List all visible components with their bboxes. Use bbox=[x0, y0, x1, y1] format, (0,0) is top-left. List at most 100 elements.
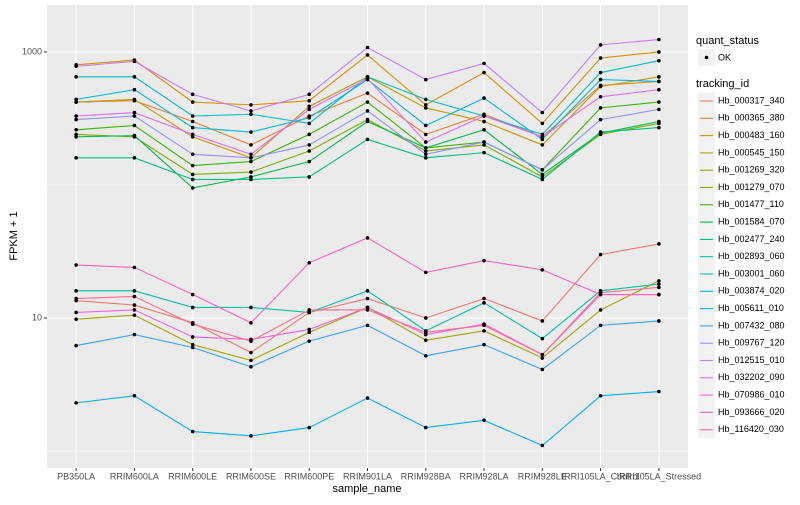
data-point bbox=[74, 135, 78, 139]
data-point bbox=[540, 143, 545, 147]
data-point bbox=[423, 270, 428, 275]
data-point bbox=[365, 53, 370, 57]
data-point bbox=[307, 143, 312, 147]
data-point bbox=[540, 110, 545, 115]
legend-label: Hb_002477_240 bbox=[718, 234, 785, 244]
y-axis-title: FPKM + 1 bbox=[8, 211, 20, 260]
data-point bbox=[307, 115, 312, 120]
data-point bbox=[307, 107, 312, 112]
data-point bbox=[249, 434, 253, 438]
data-point bbox=[657, 119, 661, 124]
data-point bbox=[365, 137, 370, 142]
legend-label: Hb_003001_060 bbox=[718, 268, 785, 278]
data-point bbox=[249, 112, 253, 117]
data-point bbox=[249, 364, 253, 369]
y-tick-label: 1000 bbox=[22, 46, 42, 56]
data-point bbox=[74, 114, 78, 118]
data-point bbox=[190, 186, 195, 190]
legend-label: Hb_116420_030 bbox=[718, 424, 784, 434]
data-point bbox=[190, 114, 195, 118]
data-point bbox=[657, 87, 661, 92]
data-point bbox=[423, 123, 428, 128]
x-tick-label: RRIM928BA bbox=[401, 471, 451, 481]
data-point bbox=[657, 282, 661, 286]
x-axis-title: sample_name bbox=[332, 483, 401, 495]
data-point bbox=[74, 97, 78, 102]
data-point bbox=[598, 290, 603, 295]
data-point bbox=[598, 393, 603, 398]
data-point bbox=[132, 265, 137, 270]
data-point bbox=[482, 119, 486, 124]
data-point bbox=[657, 389, 661, 394]
data-point bbox=[249, 358, 253, 363]
x-tick-label: RRIM600PE bbox=[284, 471, 334, 481]
data-point bbox=[482, 61, 486, 66]
data-point bbox=[657, 37, 661, 42]
data-point bbox=[365, 308, 370, 312]
data-point bbox=[540, 268, 545, 272]
legend-label: Hb_005611_010 bbox=[718, 303, 784, 313]
data-point bbox=[657, 100, 661, 104]
legend-label: Hb_000317_340 bbox=[718, 95, 785, 105]
legend-point bbox=[704, 55, 709, 60]
data-point bbox=[249, 152, 253, 157]
data-point bbox=[598, 323, 603, 328]
data-point bbox=[423, 149, 428, 153]
data-point bbox=[132, 97, 137, 102]
data-point bbox=[598, 70, 603, 75]
data-point bbox=[249, 350, 253, 355]
data-point bbox=[74, 343, 78, 348]
data-point bbox=[423, 316, 428, 320]
data-point bbox=[190, 342, 195, 347]
data-point bbox=[423, 338, 428, 343]
data-point bbox=[249, 156, 253, 160]
data-point bbox=[132, 393, 137, 398]
data-point bbox=[132, 123, 137, 128]
data-point bbox=[540, 356, 545, 360]
data-point bbox=[190, 429, 195, 434]
data-point bbox=[74, 117, 78, 122]
data-point bbox=[657, 79, 661, 84]
data-point bbox=[657, 319, 661, 323]
data-point bbox=[307, 92, 312, 97]
data-point bbox=[540, 168, 545, 172]
data-point bbox=[540, 352, 545, 357]
data-point bbox=[74, 75, 78, 79]
legend-label: Hb_002893_060 bbox=[718, 251, 785, 261]
data-point bbox=[657, 125, 661, 130]
data-point bbox=[132, 289, 137, 293]
data-point bbox=[482, 258, 486, 263]
data-point bbox=[132, 87, 137, 92]
data-point bbox=[307, 121, 312, 126]
data-point bbox=[190, 322, 195, 326]
data-point bbox=[657, 107, 661, 112]
data-point bbox=[482, 96, 486, 100]
data-point bbox=[132, 303, 137, 307]
x-tick-label: IRRI105LA_Stressed bbox=[617, 471, 702, 481]
legend-label: Hb_012515_010 bbox=[718, 355, 785, 365]
data-point bbox=[540, 137, 545, 142]
data-point bbox=[540, 121, 545, 126]
data-point bbox=[365, 76, 370, 81]
data-point bbox=[365, 100, 370, 104]
data-point bbox=[657, 292, 661, 297]
x-tick-label: RRIM928LA bbox=[460, 471, 509, 481]
data-point bbox=[423, 330, 428, 335]
data-point bbox=[657, 285, 661, 290]
data-point bbox=[423, 146, 428, 150]
data-point bbox=[307, 175, 312, 179]
data-point bbox=[307, 310, 312, 315]
x-tick-label: PB350LA bbox=[57, 471, 95, 481]
data-point bbox=[540, 319, 545, 323]
legend-label: Hb_032202_090 bbox=[718, 372, 785, 382]
legend-label: OK bbox=[718, 52, 731, 62]
data-point bbox=[540, 336, 545, 341]
data-point bbox=[365, 323, 370, 328]
data-point bbox=[190, 92, 195, 97]
data-point bbox=[598, 106, 603, 110]
data-point bbox=[249, 177, 253, 182]
data-point bbox=[482, 342, 486, 347]
data-point bbox=[482, 296, 486, 301]
data-point bbox=[365, 236, 370, 240]
